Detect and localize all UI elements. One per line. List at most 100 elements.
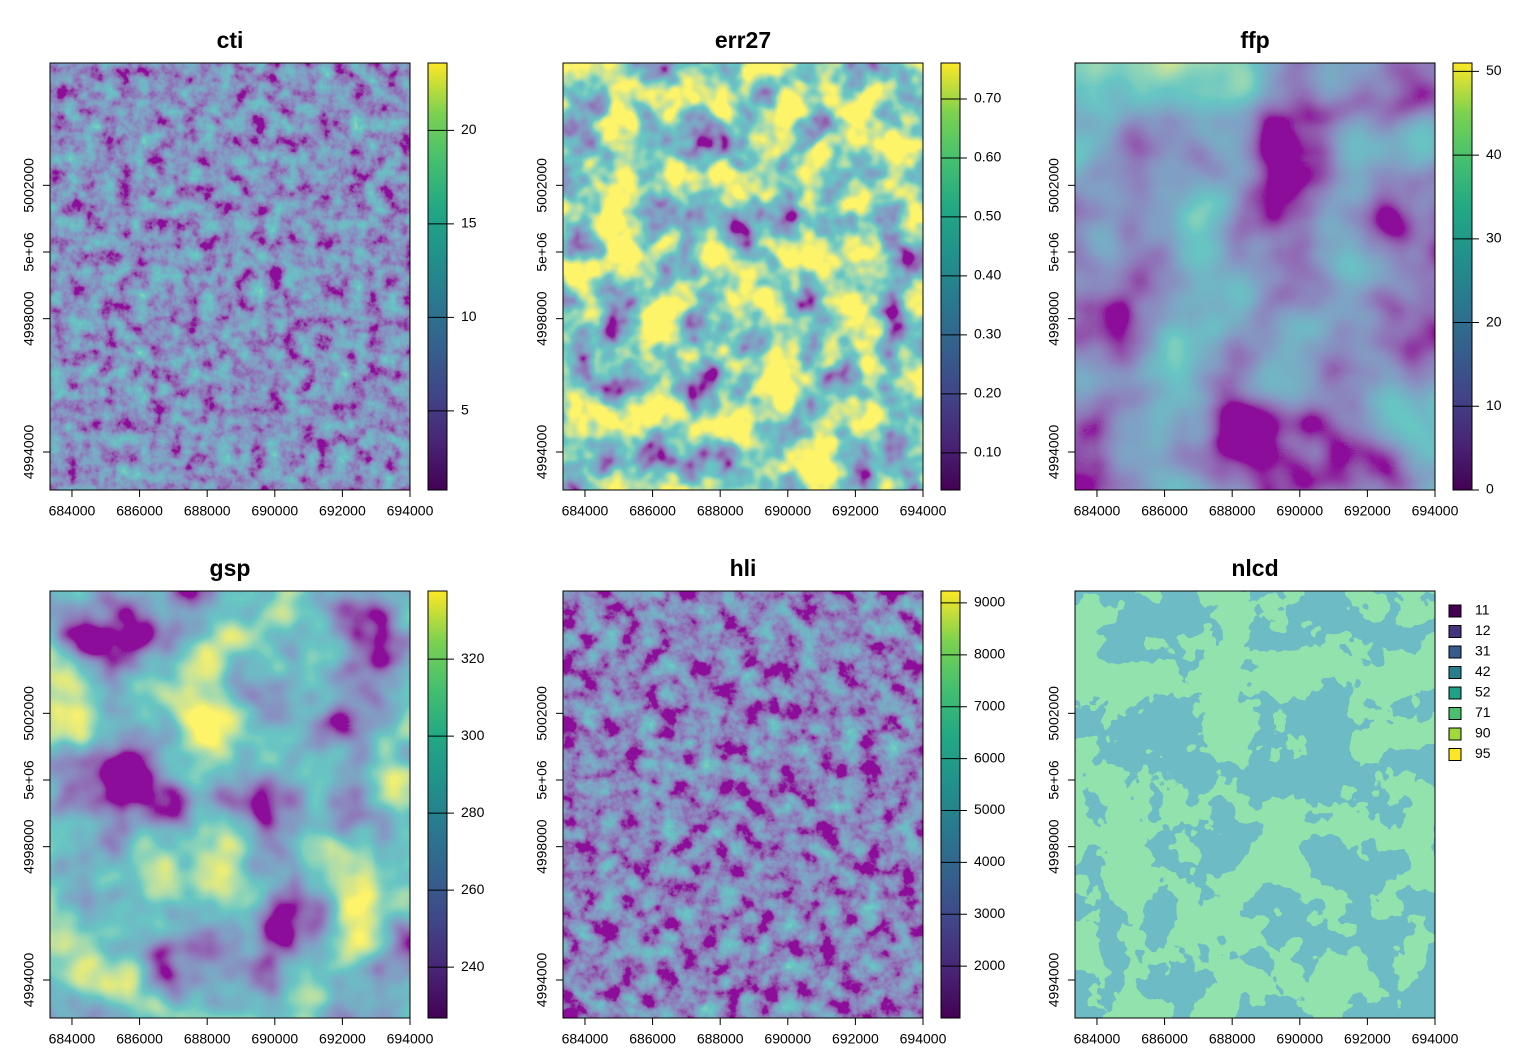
colorbar-label: 10: [461, 308, 477, 324]
raster-image: [563, 591, 923, 1018]
colorbar: [940, 62, 961, 491]
colorbar-label: 2000: [974, 957, 1005, 973]
x-tick-label: 684000: [1074, 503, 1121, 519]
y-tick-label: 5002000: [1046, 686, 1062, 741]
colorbar-label: 0.60: [974, 149, 1001, 165]
map-frame: [1074, 62, 1436, 491]
colorbar-label: 40: [1486, 146, 1502, 162]
raster-image: [1075, 591, 1435, 1018]
panel-title: ffp: [1240, 27, 1269, 53]
colorbar: [427, 62, 448, 491]
x-tick-label: 688000: [1209, 1031, 1256, 1047]
x-tick-label: 690000: [251, 1031, 298, 1047]
x-tick-label: 688000: [697, 1031, 744, 1047]
panel-title: nlcd: [1231, 555, 1278, 581]
y-tick-label: 4994000: [1046, 425, 1062, 480]
raster-image: [50, 63, 410, 490]
x-tick-label: 686000: [629, 503, 676, 519]
colorbar-label: 5000: [974, 801, 1005, 817]
legend-label: 11: [1475, 602, 1490, 618]
map-frame: [562, 62, 924, 491]
y-tick-label: 5e+06: [21, 232, 37, 272]
colorbar-label: 240: [461, 958, 485, 974]
y-tick-label: 4994000: [1046, 953, 1062, 1008]
x-tick-label: 690000: [764, 503, 811, 519]
x-tick-label: 684000: [1074, 1031, 1121, 1047]
x-tick-label: 686000: [629, 1031, 676, 1047]
x-tick-label: 694000: [1412, 503, 1459, 519]
x-tick-label: 684000: [49, 1031, 96, 1047]
y-tick-label: 4998000: [534, 291, 550, 346]
colorbar-label: 4000: [974, 853, 1005, 869]
x-tick-label: 690000: [1276, 503, 1323, 519]
y-tick-label: 5e+06: [1046, 760, 1062, 800]
colorbar-label: 50: [1486, 62, 1502, 78]
raster-image: [1075, 63, 1435, 490]
x-tick-label: 686000: [116, 503, 163, 519]
panel-title: hli: [730, 555, 757, 581]
y-tick-label: 5002000: [21, 158, 37, 213]
colorbar-label: 9000: [974, 594, 1005, 610]
legend-swatch: [1448, 748, 1462, 761]
legend-swatch: [1448, 645, 1462, 659]
legend-swatch: [1448, 625, 1462, 638]
colorbar: [427, 590, 448, 1019]
legend-label: 95: [1475, 745, 1491, 761]
y-tick-label: 4994000: [21, 953, 37, 1008]
colorbar-label: 20: [1486, 313, 1502, 329]
colorbar-label: 20: [461, 121, 477, 137]
colorbar-label: 0.70: [974, 90, 1001, 106]
legend-swatch: [1448, 727, 1462, 741]
x-tick-label: 692000: [832, 1031, 879, 1047]
x-tick-label: 694000: [387, 1031, 434, 1047]
colorbar: [940, 590, 961, 1019]
colorbar: [1452, 62, 1473, 491]
x-tick-label: 690000: [764, 1031, 811, 1047]
y-tick-label: 5e+06: [534, 232, 550, 272]
legend-label: 52: [1475, 684, 1491, 700]
x-tick-label: 690000: [251, 503, 298, 519]
raster-image: [563, 63, 923, 490]
colorbar-label: 300: [461, 727, 485, 743]
colorbar-label: 7000: [974, 697, 1005, 713]
x-tick-label: 686000: [1141, 503, 1188, 519]
legend-swatch: [1448, 604, 1462, 618]
colorbar-label: 0.40: [974, 267, 1001, 283]
legend-label: 42: [1475, 663, 1491, 679]
panel-title: cti: [217, 27, 244, 53]
map-frame: [49, 62, 411, 491]
colorbar-label: 5: [461, 402, 469, 418]
y-tick-label: 4994000: [21, 425, 37, 480]
y-tick-label: 5002000: [534, 158, 550, 213]
x-tick-label: 684000: [562, 1031, 609, 1047]
colorbar-label: 0.10: [974, 444, 1001, 460]
colorbar-label: 15: [461, 215, 477, 231]
y-tick-label: 5e+06: [1046, 232, 1062, 272]
x-tick-label: 686000: [116, 1031, 163, 1047]
colorbar-label: 260: [461, 881, 485, 897]
x-tick-label: 692000: [319, 503, 366, 519]
colorbar-label: 10: [1486, 397, 1502, 413]
colorbar-label: 8000: [974, 646, 1005, 662]
y-tick-label: 5e+06: [21, 760, 37, 800]
legend-label: 90: [1475, 725, 1491, 741]
x-tick-label: 692000: [1344, 1031, 1391, 1047]
y-tick-label: 4998000: [534, 819, 550, 874]
raster-image: [50, 591, 410, 1018]
legend-label: 31: [1475, 643, 1491, 659]
y-tick-label: 4998000: [1046, 291, 1062, 346]
colorbar-label: 280: [461, 804, 485, 820]
y-tick-label: 5002000: [1046, 158, 1062, 213]
x-tick-label: 692000: [319, 1031, 366, 1047]
colorbar-label: 320: [461, 650, 485, 666]
legend-swatch: [1448, 666, 1462, 679]
colorbar-label: 6000: [974, 749, 1005, 765]
x-tick-label: 684000: [562, 503, 609, 519]
x-tick-label: 694000: [387, 503, 434, 519]
y-tick-label: 4994000: [534, 425, 550, 480]
legend-swatch: [1448, 707, 1462, 720]
colorbar-label: 0.50: [974, 208, 1001, 224]
x-tick-label: 694000: [900, 1031, 947, 1047]
colorbar-label: 0.20: [974, 385, 1001, 401]
y-tick-label: 4998000: [21, 291, 37, 346]
